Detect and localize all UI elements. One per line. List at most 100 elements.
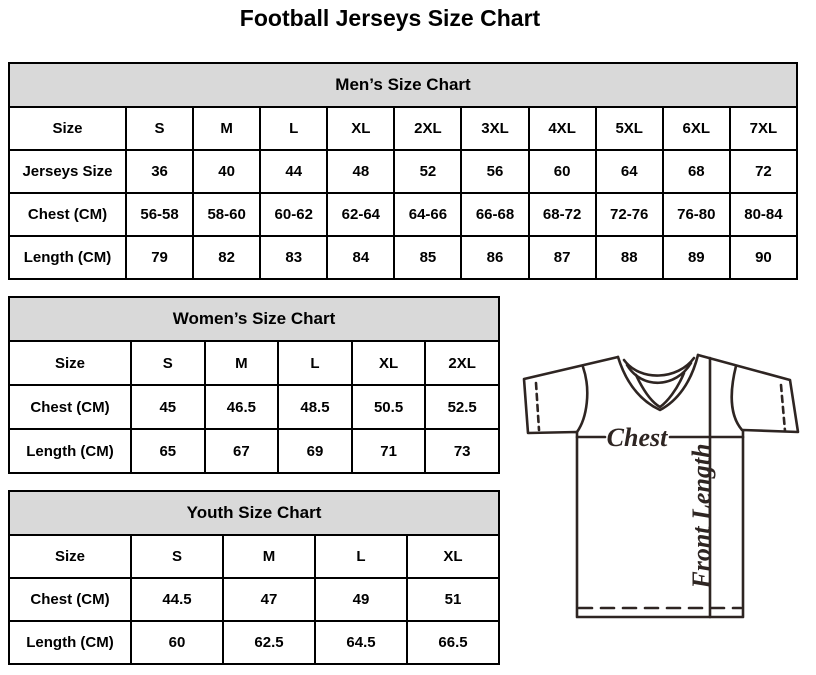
value-cell: S — [130, 340, 206, 386]
value-cell: 67 — [203, 428, 280, 474]
value-cell: 58-60 — [192, 192, 262, 237]
value-cell: 48 — [326, 149, 396, 194]
table-title-row: Women’s Size Chart — [8, 296, 500, 342]
row-label-cell: Chest (CM) — [8, 577, 132, 622]
value-cell: 69 — [277, 428, 353, 474]
value-cell: 56-58 — [124, 192, 195, 237]
left-cuff-stitch-dashes — [534, 381, 541, 432]
value-cell: 40 — [192, 149, 262, 194]
value-cell: L — [259, 106, 329, 151]
value-cell: 79 — [124, 235, 195, 280]
right-cuff-stitch-dashes — [779, 383, 787, 433]
mens-size-table: Men’s Size Chart Size S M L XL 2XL 3XL 4XL 5XL 6X… — [8, 62, 799, 280]
measurement-row: Length (CM) 60 62.5 64.5 66.5 — [8, 620, 500, 665]
youth-table-title: Youth Size Chart — [8, 490, 500, 536]
row-label-cell: Chest (CM) — [8, 384, 132, 430]
value-cell: 50.5 — [350, 384, 427, 430]
value-cell: XL — [326, 106, 396, 151]
value-cell: 56 — [460, 149, 530, 194]
value-cell: 68-72 — [527, 192, 597, 237]
row-label-cell: Length (CM) — [8, 235, 127, 280]
value-cell: 3XL — [460, 106, 530, 151]
jersey-collar-outline — [616, 353, 700, 412]
value-cell: 2XL — [393, 106, 463, 151]
value-cell: S — [124, 106, 195, 151]
value-cell: 66-68 — [460, 192, 530, 237]
value-cell: 86 — [460, 235, 530, 280]
youth-size-table: Youth Size Chart Size S M L XL Chest (CM) 44.5… — [8, 490, 500, 665]
value-cell: 84 — [326, 235, 396, 280]
value-cell: 83 — [259, 235, 329, 280]
page-title: Football Jerseys Size Chart — [239, 5, 541, 31]
value-cell: 46.5 — [203, 384, 280, 430]
value-cell: 45 — [130, 384, 206, 430]
value-cell: 52 — [393, 149, 463, 194]
measurement-row: Length (CM) 65 67 69 71 73 — [8, 428, 500, 474]
value-cell: M — [222, 534, 316, 579]
value-cell: 36 — [124, 149, 195, 194]
table-title-row: Men’s Size Chart — [8, 62, 798, 108]
value-cell: 44 — [259, 149, 329, 194]
value-cell: M — [203, 340, 280, 386]
value-cell: 4XL — [527, 106, 597, 151]
value-cell: XL — [350, 340, 427, 386]
row-label-cell: Length (CM) — [8, 428, 132, 474]
value-cell: 60 — [130, 620, 224, 665]
measurement-row: Chest (CM) 44.5 47 49 51 — [8, 577, 500, 622]
womens-table-title: Women’s Size Chart — [8, 296, 500, 342]
row-label-cell: Size — [8, 534, 132, 579]
value-cell: 76-80 — [661, 192, 731, 237]
value-cell: 52.5 — [424, 384, 500, 430]
size-header-row: Size S M L XL 2XL 3XL 4XL 5XL 6XL 7XL — [8, 106, 799, 151]
value-cell: 51 — [406, 577, 500, 622]
value-cell: 80-84 — [728, 192, 799, 237]
value-cell: 60-62 — [259, 192, 329, 237]
size-header-row: Size S M L XL 2XL — [8, 340, 500, 386]
value-cell: 5XL — [594, 106, 664, 151]
value-cell: 71 — [350, 428, 427, 474]
row-label-cell: Size — [8, 106, 127, 151]
row-label-cell: Chest (CM) — [8, 192, 127, 237]
value-cell: 60 — [527, 149, 597, 194]
front-length-label: Front Length — [687, 443, 716, 589]
jersey-left-armhole-seam — [575, 365, 589, 434]
value-cell: 87 — [527, 235, 597, 280]
row-label-cell: Size — [8, 340, 132, 386]
value-cell: M — [192, 106, 262, 151]
value-cell: 2XL — [424, 340, 500, 386]
value-cell: 49 — [314, 577, 408, 622]
value-cell: 64.5 — [314, 620, 408, 665]
jersey-measurement-diagram: Chest Front Length — [505, 330, 816, 675]
value-cell: 47 — [222, 577, 316, 622]
value-cell: 64-66 — [393, 192, 463, 237]
womens-size-table: Women’s Size Chart Size S M L XL 2XL Chest (CM… — [8, 296, 500, 474]
table-title-row: Youth Size Chart — [8, 490, 500, 536]
value-cell: 90 — [728, 235, 799, 280]
value-cell: L — [277, 340, 353, 386]
size-header-row: Size S M L XL — [8, 534, 500, 579]
value-cell: 64 — [594, 149, 664, 194]
value-cell: 7XL — [728, 106, 799, 151]
value-cell: XL — [406, 534, 500, 579]
value-cell: 65 — [130, 428, 206, 474]
value-cell: 85 — [393, 235, 463, 280]
value-cell: 62.5 — [222, 620, 316, 665]
value-cell: 72 — [728, 149, 799, 194]
jersey-collar-band-inner — [625, 361, 693, 385]
row-label-cell: Jerseys Size — [8, 149, 127, 194]
measurement-row: Chest (CM) 45 46.5 48.5 50.5 52.5 — [8, 384, 500, 430]
jersey-outline — [522, 353, 800, 619]
value-cell: S — [130, 534, 224, 579]
value-cell: 73 — [424, 428, 500, 474]
value-cell: 48.5 — [277, 384, 353, 430]
chest-label: Chest — [607, 423, 668, 452]
value-cell: L — [314, 534, 408, 579]
value-cell: 72-76 — [594, 192, 664, 237]
mens-table-title: Men’s Size Chart — [8, 62, 798, 108]
value-cell: 44.5 — [130, 577, 224, 622]
value-cell: 82 — [192, 235, 262, 280]
jersey-collar-band — [622, 356, 696, 377]
row-label-cell: Length (CM) — [8, 620, 132, 665]
value-cell: 68 — [661, 149, 731, 194]
value-cell: 66.5 — [406, 620, 500, 665]
